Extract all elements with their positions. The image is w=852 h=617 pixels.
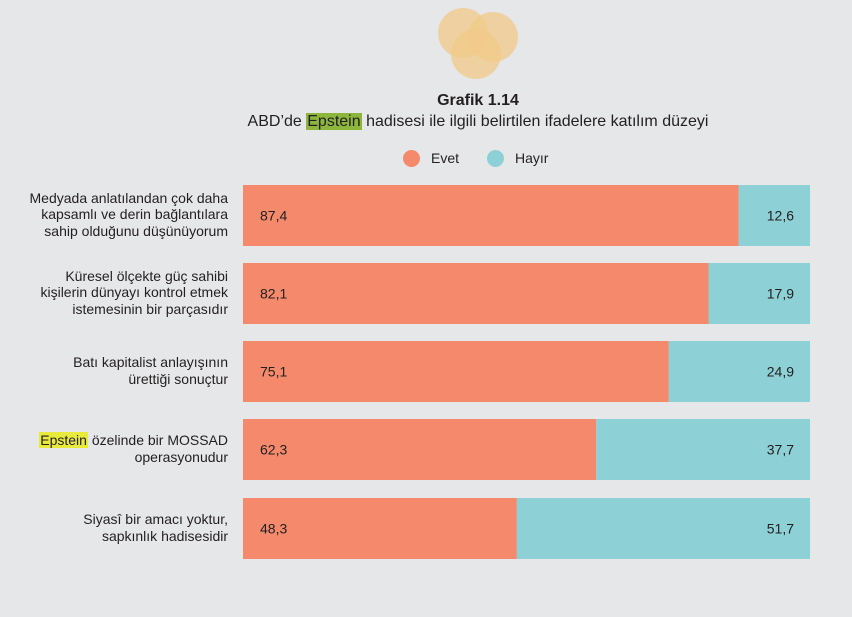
- category-label-2: Batı kapitalist anlayışının ürettiği sonu…: [6, 354, 228, 387]
- data-label-evet-3: 62,3: [260, 442, 287, 458]
- category-label-line: Küresel ölçekte güç sahibi: [65, 267, 228, 284]
- legend-label-hayir: Hayır: [515, 150, 549, 166]
- chart-subtitle: ABD’de Epstein hadisesi ile ilgili belir…: [200, 113, 756, 131]
- bar-hayir-4: [516, 498, 810, 559]
- legend-swatch-evet: [403, 149, 420, 167]
- category-label-1: Küresel ölçekte güç sahibi kişilerin düny…: [6, 268, 228, 318]
- subtitle-suffix: hadisesi ile ilgili belirtilen ifadelere…: [361, 113, 709, 130]
- data-label-hayir-4: 51,7: [767, 521, 794, 537]
- data-label-hayir-0: 12,6: [767, 208, 794, 224]
- legend-item-hayir: Hayır: [487, 149, 549, 167]
- data-label-hayir-3: 37,7: [767, 442, 794, 458]
- category-label-line: operasyonudur: [134, 448, 228, 465]
- data-label-evet-2: 75,1: [260, 364, 287, 380]
- category-label-line: ürettiği sonuçtur: [128, 370, 228, 387]
- bar-evet-3: [243, 419, 597, 480]
- category-label-line: sapkınlık hadisesidir: [101, 527, 228, 544]
- chart-title: Grafik 1.14: [437, 92, 519, 109]
- subtitle-highlight: Epstein: [306, 113, 362, 130]
- data-label-evet-4: 48,3: [260, 521, 287, 537]
- category-label-line: Medyada anlatılandan çok daha: [29, 189, 228, 206]
- subtitle-prefix: ABD’de: [247, 113, 307, 130]
- category-label-3: Epstein özelinde bir MOSSAD operasyonudur: [6, 432, 228, 465]
- three-circles-logo-icon: [438, 8, 518, 79]
- data-label-evet-1: 82,1: [260, 286, 287, 302]
- bar-evet-4: [243, 498, 517, 559]
- category-label-line: Siyasî bir amacı yoktur,: [83, 511, 228, 527]
- legend-label-evet: Evet: [431, 150, 460, 166]
- category-label-line: istemesinin bir parçasıdır: [72, 300, 228, 317]
- legend-item-evet: Evet: [403, 149, 460, 167]
- bar-evet-1: [243, 263, 709, 324]
- bar-evet-2: [243, 341, 669, 402]
- bar-hayir-0: [738, 185, 810, 246]
- bar-evet-0: [243, 185, 739, 246]
- category-label-line: Epstein özelinde bir MOSSAD: [39, 432, 228, 448]
- data-label-evet-0: 87,4: [260, 208, 287, 224]
- category-label-0: Medyada anlatılandan çok daha kapsamlı ve…: [6, 190, 228, 240]
- bar-hayir-2: [668, 341, 810, 402]
- legend-swatch-hayir: [487, 149, 505, 167]
- data-label-hayir-1: 17,9: [767, 286, 794, 302]
- highlighted-word: Epstein: [39, 432, 88, 448]
- bar-hayir-3: [596, 419, 810, 480]
- bar-hayir-1: [708, 263, 810, 324]
- data-label-hayir-2: 24,9: [767, 364, 794, 380]
- category-label-line: Batı kapitalist anlayışının: [73, 354, 228, 370]
- category-label-4: Siyasî bir amacı yoktur, sapkınlık hadise…: [6, 511, 228, 544]
- category-label-line: kapsamlı ve derin bağlantılara: [41, 206, 228, 223]
- chart-legend: Evet Hayır: [403, 148, 576, 168]
- category-label-line: kişilerin dünyayı kontrol etmek: [40, 284, 228, 301]
- category-label-line: sahip olduğunu düşünüyorum: [44, 222, 228, 239]
